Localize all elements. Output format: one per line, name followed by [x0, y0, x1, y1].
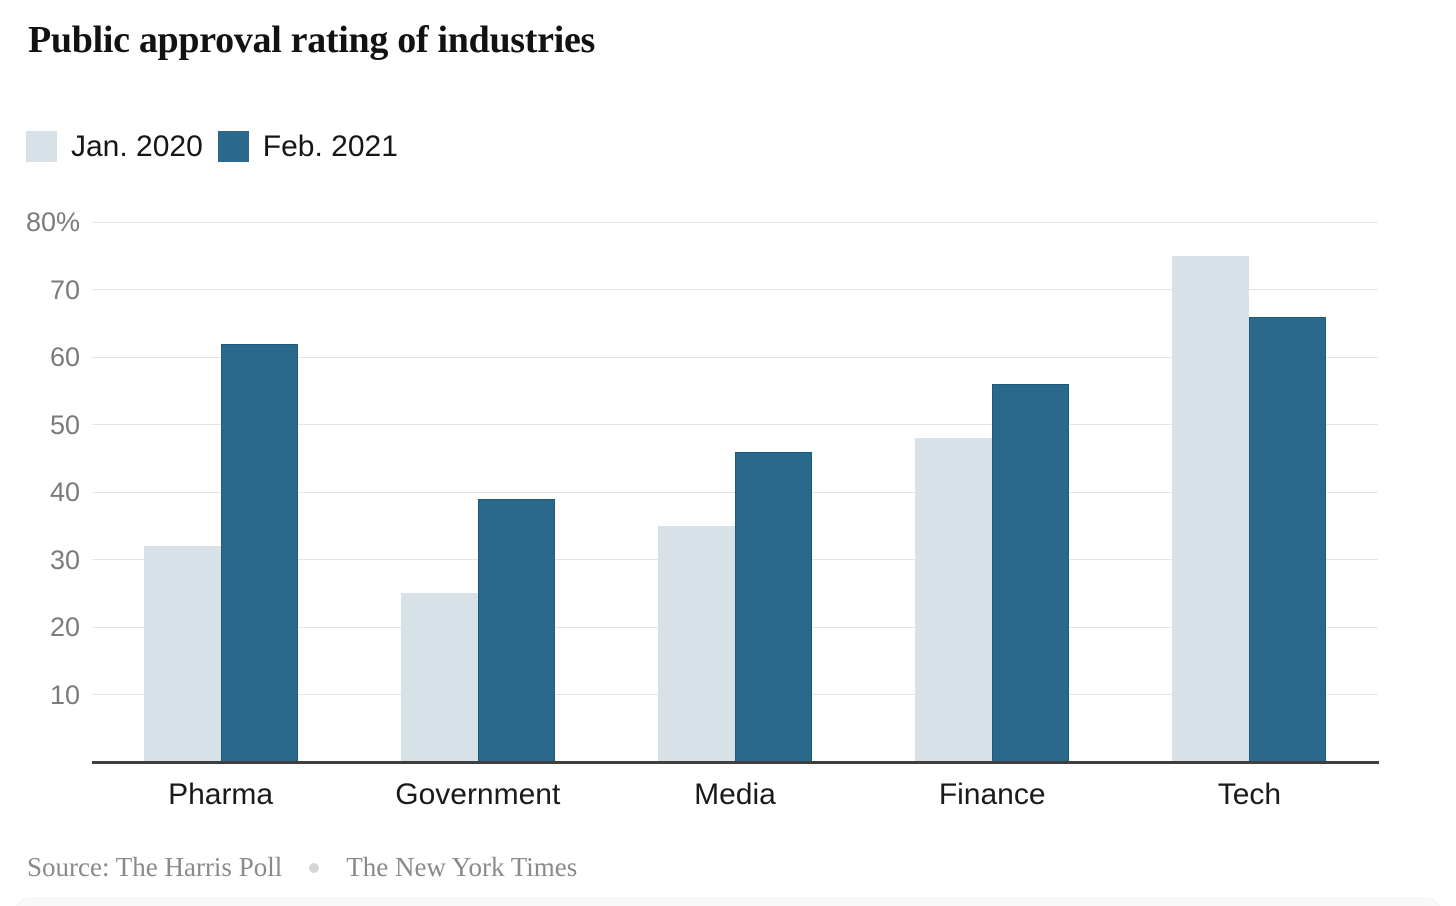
- legend-swatch-icon: [217, 131, 249, 162]
- bar-finance-feb-2021: [992, 384, 1070, 762]
- y-axis-tick-label-80: 80%: [25, 207, 80, 237]
- gridline-70: [92, 289, 1378, 290]
- source-text: Source: The Harris Poll: [27, 852, 283, 882]
- y-axis-tick-label-20: 20: [49, 612, 80, 642]
- y-axis-tick-label-60: 60: [49, 342, 80, 372]
- credit-text: The New York Times: [346, 852, 578, 882]
- bar-government-jan-2020: [400, 593, 478, 762]
- y-axis-tick-label-70: 70: [49, 274, 80, 305]
- bar-government-feb-2021: [477, 498, 555, 762]
- bar-finance-jan-2020: [915, 438, 993, 762]
- gridline-60: [92, 356, 1378, 358]
- y-axis-tick-label-50: 50: [49, 409, 80, 440]
- chart-title: Public approval rating of industries: [28, 19, 596, 61]
- x-axis-category-label-tech: Tech: [1217, 778, 1282, 811]
- bar-tech-jan-2020: [1172, 255, 1250, 762]
- dot-separator-icon: [309, 862, 320, 873]
- gridline-50: [92, 424, 1378, 425]
- legend-item-feb-2021: Feb. 2021: [217, 130, 398, 163]
- bottom-card-edge: [15, 898, 1441, 906]
- chart-footer: Source: The Harris Poll The New York Tim…: [27, 852, 577, 883]
- x-axis-category-label-finance: Finance: [938, 778, 1046, 811]
- legend-item-jan-2020: Jan. 2020: [26, 131, 203, 162]
- y-axis-tick-label-30: 30: [49, 544, 80, 575]
- y-axis-tick-label-10: 10: [49, 679, 80, 710]
- bar-pharma-feb-2021: [220, 343, 298, 762]
- x-axis-line: [92, 761, 1379, 764]
- legend-label: Jan. 2020: [71, 130, 203, 163]
- bar-media-feb-2021: [735, 451, 812, 762]
- y-axis-tick-label-40: 40: [49, 477, 80, 507]
- legend-label: Feb. 2021: [262, 130, 398, 163]
- x-axis-category-label-pharma: Pharma: [168, 778, 274, 811]
- chart-legend: Jan. 2020 Feb. 2021: [26, 131, 398, 162]
- bar-media-jan-2020: [658, 525, 735, 762]
- bar-tech-feb-2021: [1249, 316, 1327, 762]
- x-axis-category-label-media: Media: [694, 778, 776, 811]
- bar-pharma-jan-2020: [143, 546, 221, 762]
- x-axis-category-label-government: Government: [395, 778, 561, 811]
- legend-swatch-icon: [26, 131, 57, 162]
- gridline-80: [92, 221, 1378, 223]
